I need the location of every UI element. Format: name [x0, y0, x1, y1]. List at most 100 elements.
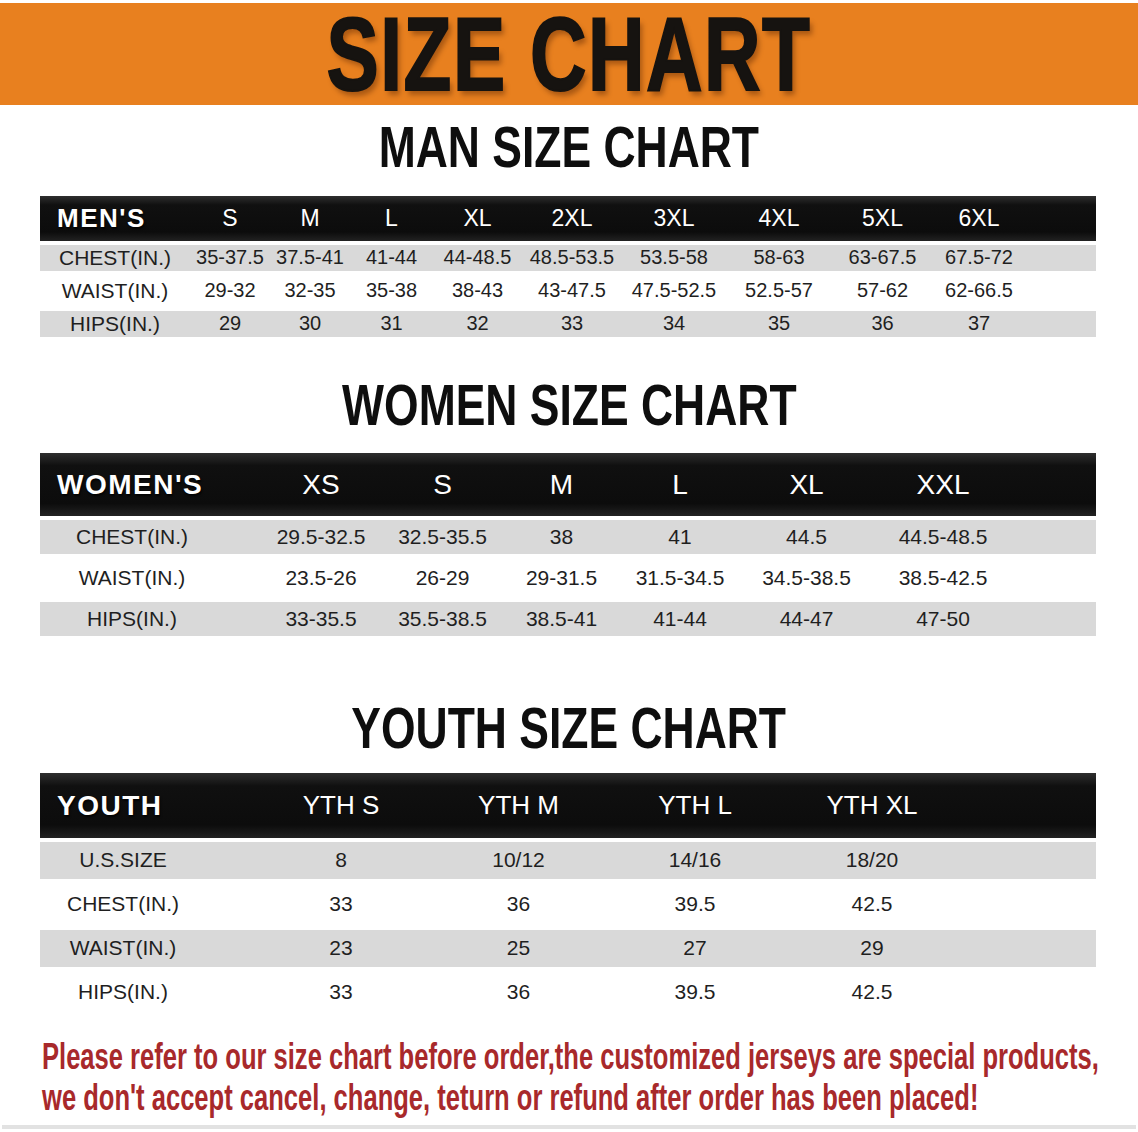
women-value-cell: 38.5-41: [503, 607, 620, 631]
women-value-cell: 47-50: [873, 607, 1013, 631]
youth-column-header: YTH M: [430, 790, 607, 821]
women-value-cell: 29.5-32.5: [260, 525, 382, 549]
women-value-cell: 29-31.5: [503, 566, 620, 590]
women-value-cell: 41: [620, 525, 740, 549]
men-value-cell: 48.5-53.5: [522, 246, 622, 269]
women-table-row: HIPS(IN.)33-35.535.5-38.538.5-4141-4444-…: [40, 598, 1096, 639]
women-value-cell: 38.5-42.5: [873, 566, 1013, 590]
women-table-header-row: WOMEN'SXSSMLXLXXL: [40, 453, 1096, 516]
men-value-cell: 38-43: [433, 279, 522, 302]
men-chart-heading: MAN SIZE CHART: [0, 119, 1138, 176]
men-value-cell: 67.5-72: [933, 246, 1025, 269]
youth-size-table: YOUTHYTH SYTH MYTH LYTH XLU.S.SIZE810/12…: [40, 773, 1096, 1014]
women-column-header: XL: [740, 469, 873, 501]
women-column-header: M: [503, 469, 620, 501]
women-value-cell: 38: [503, 525, 620, 549]
men-value-cell: 47.5-52.5: [622, 279, 726, 302]
women-value-cell: 33-35.5: [260, 607, 382, 631]
women-value-cell: 35.5-38.5: [382, 607, 503, 631]
men-value-cell: 41-44: [350, 246, 433, 269]
women-row-label: HIPS(IN.): [40, 607, 260, 631]
men-value-cell: 35: [726, 312, 832, 335]
women-value-cell: 44.5: [740, 525, 873, 549]
women-row-label: CHEST(IN.): [40, 525, 260, 549]
youth-value-cell: 36: [430, 892, 607, 916]
men-value-cell: 32-35: [270, 279, 350, 302]
youth-table-row: CHEST(IN.)333639.542.5: [40, 882, 1096, 926]
youth-value-cell: 39.5: [607, 892, 783, 916]
men-value-cell: 36: [832, 312, 933, 335]
men-value-cell: 37.5-41: [270, 246, 350, 269]
disclaimer: Please refer to our size chart before or…: [42, 1036, 1138, 1118]
women-value-cell: 32.5-35.5: [382, 525, 503, 549]
men-column-header: 3XL: [622, 205, 726, 232]
men-column-header: L: [350, 205, 433, 232]
women-column-header: L: [620, 469, 740, 501]
women-value-cell: 34.5-38.5: [740, 566, 873, 590]
youth-value-cell: 42.5: [783, 892, 961, 916]
women-size-table: WOMEN'SXSSMLXLXXLCHEST(IN.)29.5-32.532.5…: [40, 453, 1096, 639]
men-size-table: MEN'SSMLXL2XL3XL4XL5XL6XLCHEST(IN.)35-37…: [40, 196, 1096, 340]
women-corner-label: WOMEN'S: [40, 469, 260, 501]
youth-value-cell: 10/12: [430, 848, 607, 872]
page-title: SIZE CHART: [327, 3, 812, 106]
men-value-cell: 29-32: [190, 279, 270, 302]
women-column-header: S: [382, 469, 503, 501]
women-table-row: CHEST(IN.)29.5-32.532.5-35.5384144.544.5…: [40, 516, 1096, 557]
youth-row-label: WAIST(IN.): [40, 936, 252, 960]
men-value-cell: 33: [522, 312, 622, 335]
youth-value-cell: 36: [430, 980, 607, 1004]
youth-column-header: YTH XL: [783, 790, 961, 821]
youth-column-header: YTH S: [252, 790, 430, 821]
men-value-cell: 43-47.5: [522, 279, 622, 302]
youth-table-row: WAIST(IN.)23252729: [40, 926, 1096, 970]
men-value-cell: 30: [270, 312, 350, 335]
men-table-row: CHEST(IN.)35-37.537.5-4141-4444-48.548.5…: [40, 241, 1096, 274]
men-value-cell: 34: [622, 312, 726, 335]
youth-value-cell: 18/20: [783, 848, 961, 872]
youth-table-header-row: YOUTHYTH SYTH MYTH LYTH XL: [40, 773, 1096, 838]
men-value-cell: 37: [933, 312, 1025, 335]
women-value-cell: 44.5-48.5: [873, 525, 1013, 549]
men-value-cell: 52.5-57: [726, 279, 832, 302]
men-column-header: 4XL: [726, 205, 832, 232]
men-table-row: HIPS(IN.)293031323334353637: [40, 307, 1096, 340]
women-value-cell: 41-44: [620, 607, 740, 631]
men-column-header: 5XL: [832, 205, 933, 232]
youth-table-row: HIPS(IN.)333639.542.5: [40, 970, 1096, 1014]
men-value-cell: 53.5-58: [622, 246, 726, 269]
youth-column-header: YTH L: [607, 790, 783, 821]
youth-value-cell: 42.5: [783, 980, 961, 1004]
men-value-cell: 63-67.5: [832, 246, 933, 269]
women-value-cell: 44-47: [740, 607, 873, 631]
youth-value-cell: 25: [430, 936, 607, 960]
youth-value-cell: 27: [607, 936, 783, 960]
men-row-label: WAIST(IN.): [40, 279, 190, 303]
youth-value-cell: 39.5: [607, 980, 783, 1004]
youth-row-label: CHEST(IN.): [40, 892, 252, 916]
youth-value-cell: 33: [252, 980, 430, 1004]
men-corner-label: MEN'S: [40, 203, 190, 234]
youth-corner-label: YOUTH: [40, 790, 252, 822]
youth-value-cell: 8: [252, 848, 430, 872]
women-chart-heading: WOMEN SIZE CHART: [0, 377, 1138, 434]
men-value-cell: 44-48.5: [433, 246, 522, 269]
men-table-row: WAIST(IN.)29-3232-3535-3838-4343-47.547.…: [40, 274, 1096, 307]
youth-value-cell: 33: [252, 892, 430, 916]
men-column-header: 6XL: [933, 205, 1025, 232]
men-row-label: HIPS(IN.): [40, 312, 190, 336]
disclaimer-line-2: we don't accept cancel, change, teturn o…: [42, 1077, 1099, 1118]
men-column-header: XL: [433, 205, 522, 232]
men-value-cell: 62-66.5: [933, 279, 1025, 302]
youth-row-label: HIPS(IN.): [40, 980, 252, 1004]
women-value-cell: 23.5-26: [260, 566, 382, 590]
youth-value-cell: 23: [252, 936, 430, 960]
women-value-cell: 26-29: [382, 566, 503, 590]
men-column-header: 2XL: [522, 205, 622, 232]
youth-table-row: U.S.SIZE810/1214/1618/20: [40, 838, 1096, 882]
men-column-header: S: [190, 205, 270, 232]
youth-value-cell: 29: [783, 936, 961, 960]
men-value-cell: 32: [433, 312, 522, 335]
men-table-header-row: MEN'SSMLXL2XL3XL4XL5XL6XL: [40, 196, 1096, 241]
women-column-header: XXL: [873, 469, 1013, 501]
